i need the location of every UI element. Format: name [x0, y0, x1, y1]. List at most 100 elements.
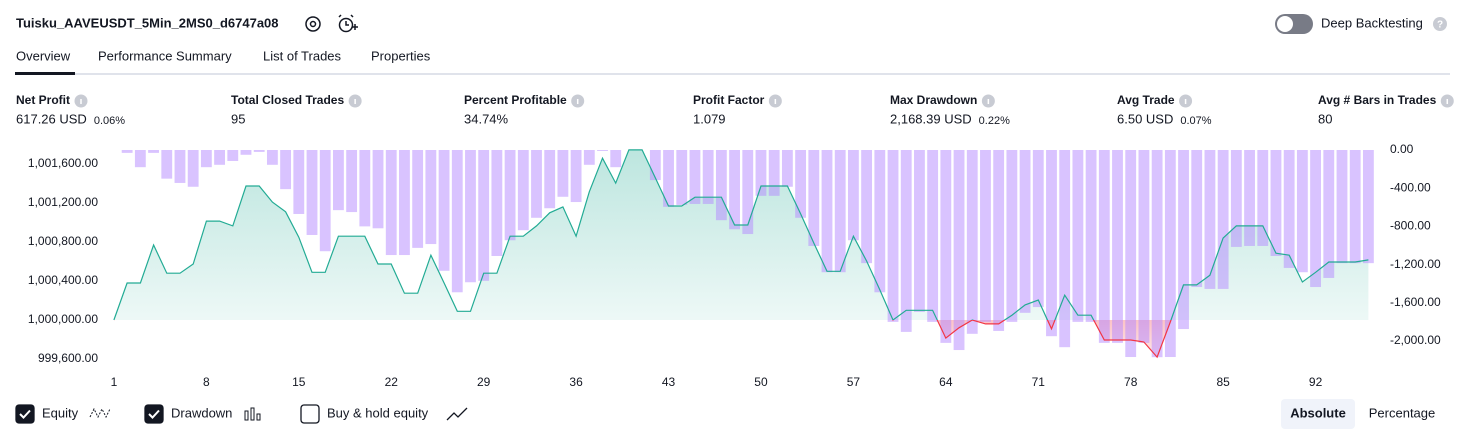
- chart: 999,600.00 1,000,000.00 1,000,400.00 1,000,…: [28, 142, 1441, 389]
- metric-value: 34.74%: [464, 111, 509, 126]
- drawdown-bar: [1323, 150, 1335, 278]
- legend-label[interactable]: Buy & hold equity: [327, 405, 429, 420]
- drawdown-bar: [1138, 150, 1150, 343]
- drawdown-bar: [1217, 150, 1229, 289]
- legend-label[interactable]: Equity: [42, 405, 79, 420]
- y2-tick-label: -1,200.00: [1390, 257, 1441, 271]
- x-tick-label: 43: [662, 375, 676, 389]
- metric-value: 80: [1318, 111, 1332, 126]
- drawdown-bar: [385, 150, 397, 256]
- x-tick-label: 78: [1124, 375, 1138, 389]
- help-icon[interactable]: [1433, 17, 1447, 31]
- drawdown-bar: [253, 150, 265, 152]
- scale-button[interactable]: Percentage: [1369, 405, 1436, 420]
- metric-label: Avg # Bars in Trades: [1318, 93, 1437, 107]
- tab[interactable]: Performance Summary: [98, 48, 232, 63]
- drawdown-bar: [755, 150, 767, 196]
- drawdown-bar: [425, 150, 437, 245]
- x-tick-label: 36: [569, 375, 583, 389]
- help-glyph: ?: [1437, 20, 1443, 31]
- drawdown-bar: [346, 150, 358, 213]
- drawdown-bar: [517, 150, 529, 231]
- x-tick-label: 22: [385, 375, 399, 389]
- add-alert-icon[interactable]: [338, 14, 358, 33]
- checkbox[interactable]: [15, 404, 35, 424]
- metric-label: Percent Profitable: [464, 93, 567, 107]
- drawdown-bar: [993, 150, 1005, 331]
- active-tab-indicator: [15, 72, 75, 75]
- drawdown-bar: [465, 150, 476, 283]
- equity-line: [113, 149, 1369, 359]
- drawdown-bar: [715, 150, 727, 221]
- legend-label[interactable]: Drawdown: [171, 405, 232, 420]
- drawdown-bar: [887, 150, 899, 322]
- scale-button[interactable]: Absolute: [1290, 405, 1346, 420]
- y-tick-label: 1,001,200.00: [28, 195, 98, 209]
- metric-label: Profit Factor: [693, 93, 765, 107]
- drawdown-bar: [174, 150, 186, 183]
- tab[interactable]: Properties: [371, 48, 431, 63]
- metric-value: 2,168.39 USD: [890, 111, 972, 126]
- y2-tick-label: -800.00: [1390, 219, 1431, 233]
- drawdown-bar: [1059, 150, 1071, 348]
- metric-value: 1.079: [693, 111, 726, 126]
- drawdown-bar: [333, 150, 344, 211]
- drawdown-bar: [280, 150, 292, 190]
- x-tick-label: 8: [203, 375, 210, 389]
- drawdown-bar: [1019, 150, 1031, 313]
- drawdown-bar: [729, 150, 740, 230]
- drawdown-bar: [240, 150, 252, 155]
- drawdown-bar: [980, 150, 991, 322]
- metric-percent: 0.22%: [979, 115, 1010, 127]
- drawdown-bar: [359, 150, 371, 227]
- drawdown-bar: [1125, 150, 1137, 358]
- metric-label: Total Closed Trades: [231, 93, 344, 107]
- drawdown-bar: [1032, 150, 1044, 308]
- metric-label: Net Profit: [16, 93, 70, 107]
- metric-percent: 0.06%: [94, 115, 125, 127]
- metric-label: Avg Trade: [1117, 93, 1175, 107]
- buy-hold-icon: [446, 407, 468, 421]
- drawdown-bar: [795, 150, 807, 218]
- x-tick-label: 64: [939, 375, 953, 389]
- drawdown-bar: [451, 150, 463, 293]
- drawdown-bar: [861, 150, 873, 264]
- checkmark: [148, 409, 160, 419]
- drawdown-bar: [557, 150, 569, 197]
- drawdown-bar: [200, 150, 212, 168]
- drawdown-bar: [491, 150, 503, 256]
- equity-area: [113, 149, 1369, 358]
- drawdown-bar: [1098, 150, 1110, 343]
- metric-value: 6.50 USD: [1117, 111, 1173, 126]
- drawdown-bar: [266, 150, 278, 165]
- toggle-label[interactable]: Deep Backtesting: [1321, 15, 1423, 30]
- equity-icon: [89, 407, 111, 419]
- drawdown-bar: [649, 150, 661, 181]
- drawdown-bar: [1006, 150, 1018, 322]
- drawdown-bar: [1336, 150, 1348, 264]
- drawdown-bar: [187, 150, 199, 187]
- drawdown-bar: [1164, 150, 1176, 358]
- x-tick-label: 50: [754, 375, 768, 389]
- drawdown-bar: [781, 150, 793, 187]
- drawdown-bar: [1296, 150, 1308, 273]
- metric-percent: 0.07%: [1180, 115, 1211, 127]
- drawdown-bar: [412, 150, 424, 248]
- metric-label: Max Drawdown: [890, 93, 977, 107]
- drawdown-bar: [214, 150, 225, 165]
- settings-icon[interactable]: [305, 16, 321, 32]
- checkbox[interactable]: [144, 404, 164, 424]
- checkbox[interactable]: [300, 404, 320, 424]
- drawdown-bar: [1244, 150, 1255, 246]
- tab[interactable]: List of Trades: [263, 48, 342, 63]
- drawdown-bar: [227, 150, 239, 161]
- drawdown-bar: [1257, 150, 1269, 246]
- drawdown-bar: [121, 150, 133, 153]
- drawdown-bar: [821, 150, 833, 273]
- toggle-knob: [1277, 16, 1293, 32]
- drawdown-bar: [1085, 150, 1097, 322]
- tab[interactable]: Overview: [16, 48, 71, 63]
- drawdown-bar: [834, 150, 846, 273]
- drawdown-bar: [531, 150, 542, 218]
- drawdown-bar: [1112, 150, 1123, 343]
